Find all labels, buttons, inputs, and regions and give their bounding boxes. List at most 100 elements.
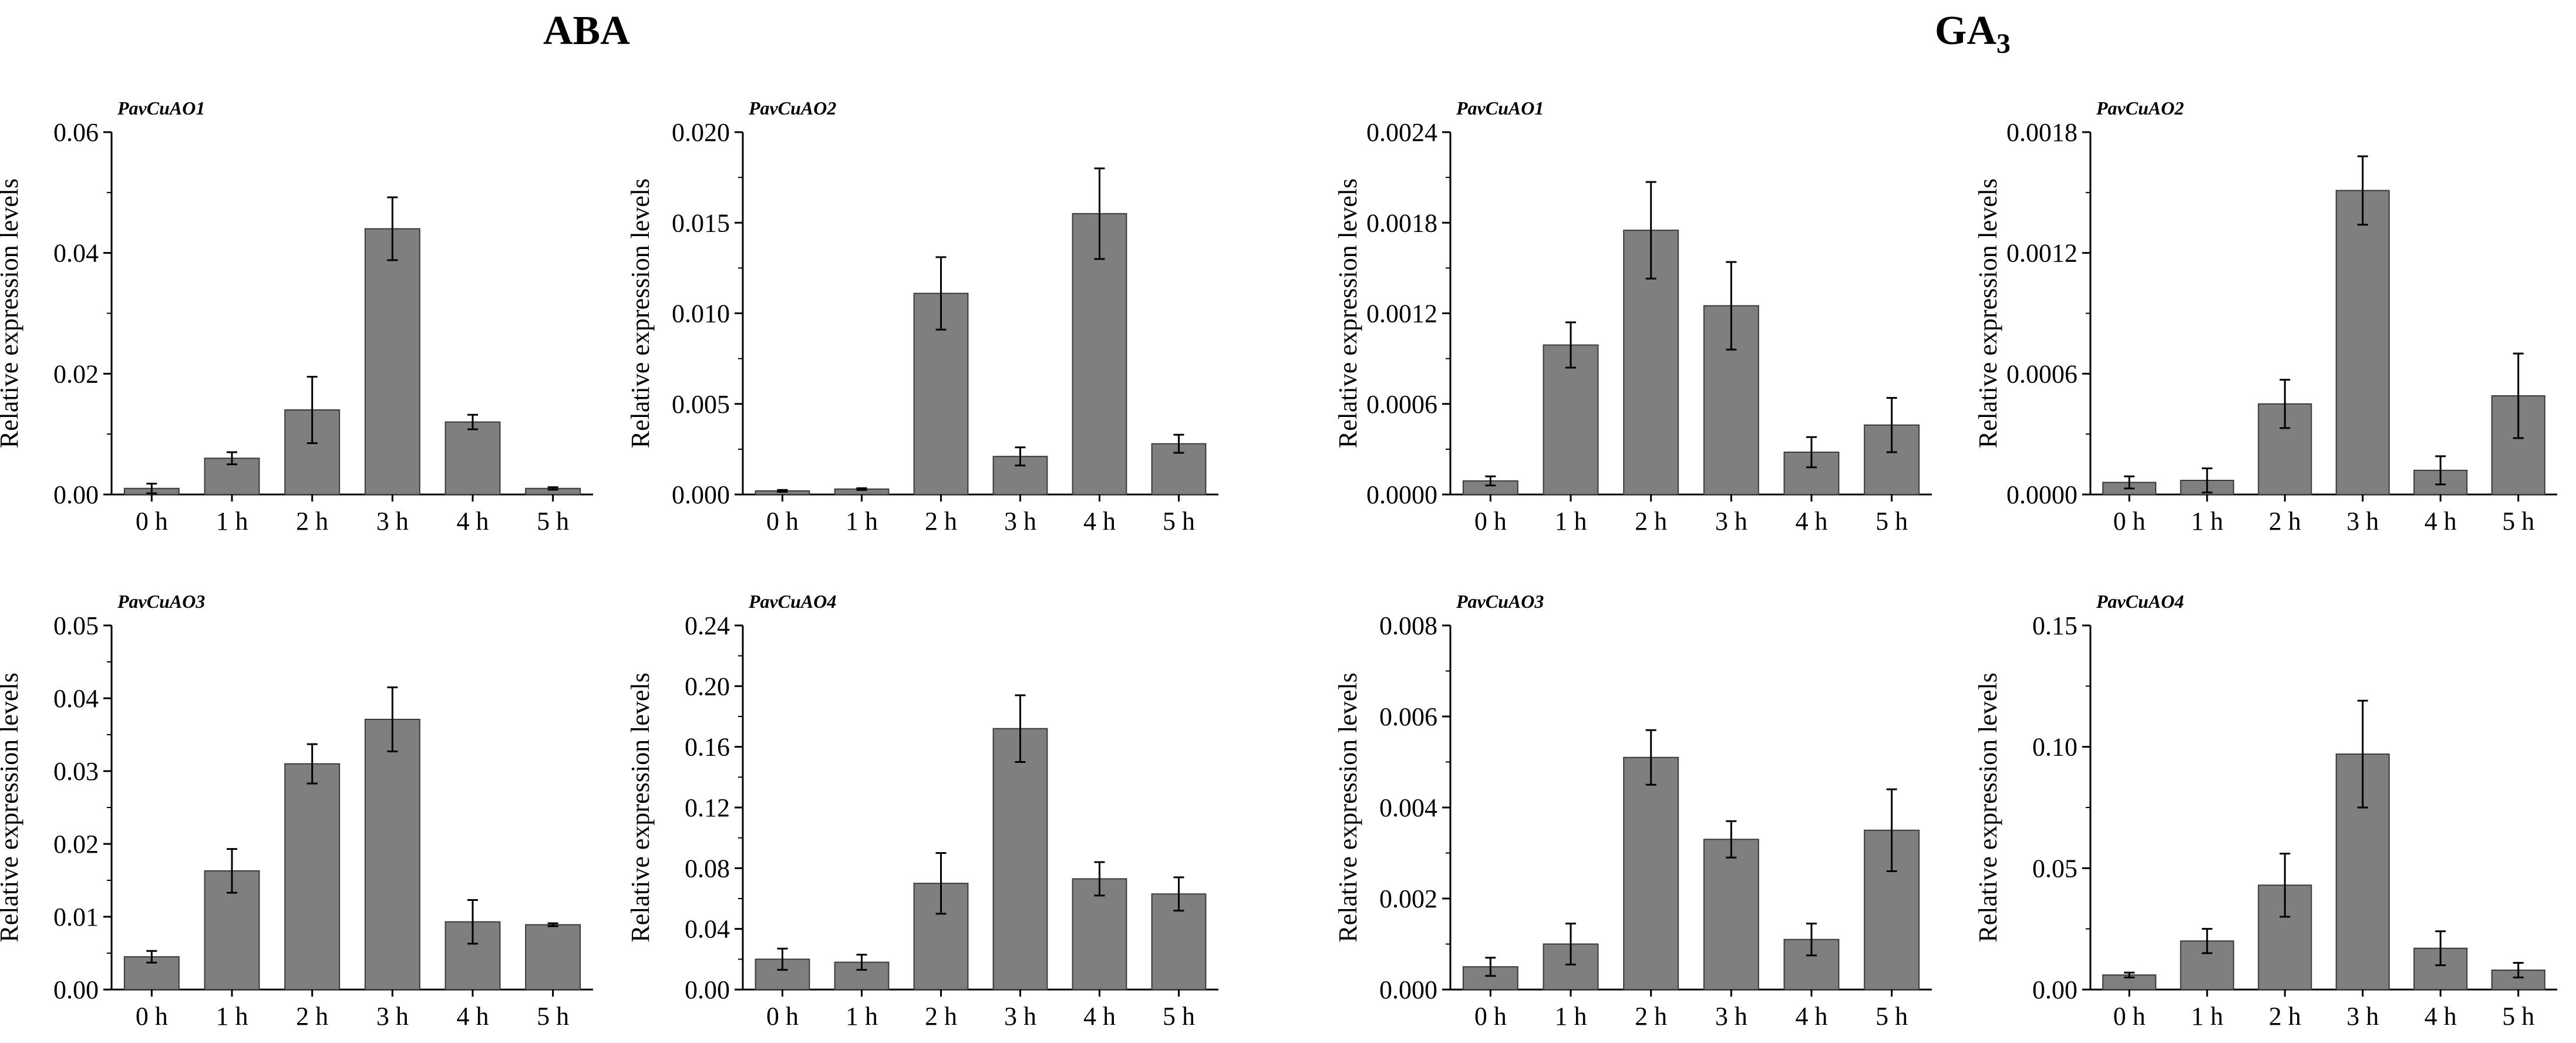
y-tick-label: 0.24 (685, 611, 730, 640)
chart-title: PavCuAO1 (117, 97, 205, 119)
group-title-ga3-subscript: 3 (1996, 28, 2011, 59)
x-tick-label: 2 h (1635, 507, 1667, 536)
chart-panel-2: PavCuAO2 Relative expression levels 0.000 0… (626, 97, 1218, 536)
x-tick-label: 4 h (1796, 507, 1828, 536)
x-tick-label: 3 h (1715, 1002, 1747, 1031)
x-tick-label: 2 h (925, 507, 957, 536)
y-tick-label: 0.020 (672, 118, 730, 147)
x-tick-label: 5 h (2502, 1002, 2534, 1031)
chart-title: PavCuAO4 (748, 591, 836, 612)
y-tick-label: 0.16 (685, 733, 730, 762)
x-tick-label: 3 h (376, 1002, 409, 1031)
x-tick-label: 3 h (1004, 507, 1036, 536)
x-tick-label: 0 h (2113, 1002, 2146, 1031)
bar (284, 763, 341, 990)
x-tick-label: 0 h (1474, 1002, 1507, 1031)
x-tick-label: 2 h (2269, 1002, 2301, 1031)
x-tick-label: 2 h (2269, 507, 2301, 536)
y-tick-label: 0.0006 (1366, 390, 1437, 419)
chart-panel-1: PavCuAO1 Relative expression levels 0.00 0.… (0, 97, 593, 536)
x-tick-label: 4 h (1083, 1002, 1116, 1031)
y-tick-label: 0.03 (53, 757, 99, 786)
y-tick-label: 0.0006 (2006, 359, 2077, 388)
y-tick-label: 0.05 (53, 611, 99, 640)
bar (2335, 190, 2390, 495)
bar (445, 421, 501, 495)
chart-title: PavCuAO3 (1456, 591, 1544, 612)
x-tick-label: 0 h (136, 507, 168, 536)
y-tick-label: 0.20 (685, 672, 730, 701)
chart-panel-8: PavCuAO4 Relative expression levels 0.00 0.… (1974, 591, 2557, 1031)
x-tick-label: 2 h (296, 1002, 328, 1031)
y-axis-label: Relative expression levels (0, 179, 23, 448)
y-tick-label: 0.05 (2032, 854, 2077, 883)
y-tick-label: 0.0024 (1366, 118, 1437, 147)
y-axis-label: Relative expression levels (626, 672, 655, 942)
group-title-aba: ABA (543, 8, 630, 53)
y-tick-label: 0.0012 (1366, 300, 1437, 328)
bar (1623, 756, 1679, 990)
y-tick-label: 0.002 (1379, 884, 1437, 913)
y-axis-label: Relative expression levels (626, 179, 655, 448)
y-tick-label: 0.010 (672, 300, 730, 328)
x-tick-label: 4 h (457, 507, 489, 536)
y-tick-label: 0.0012 (2006, 239, 2077, 268)
x-tick-label: 4 h (1796, 1002, 1828, 1031)
x-tick-label: 2 h (296, 507, 328, 536)
x-tick-label: 5 h (1163, 1002, 1195, 1031)
y-tick-label: 0.0018 (2006, 118, 2077, 147)
y-tick-label: 0.10 (2032, 733, 2077, 762)
x-tick-label: 5 h (1163, 507, 1195, 536)
chart-panel-7: PavCuAO3 Relative expression levels 0.000 0… (1334, 591, 1932, 1031)
y-tick-label: 0.008 (1379, 611, 1437, 640)
x-tick-label: 4 h (2425, 507, 2457, 536)
y-tick-label: 0.04 (685, 915, 730, 944)
x-tick-label: 1 h (846, 1002, 878, 1031)
y-tick-label: 0.0000 (2006, 480, 2077, 509)
x-tick-label: 0 h (1474, 507, 1507, 536)
y-tick-label: 0.00 (2032, 975, 2077, 1004)
y-axis-label: Relative expression levels (1334, 672, 1362, 942)
x-tick-label: 3 h (2346, 1002, 2379, 1031)
chart-title: PavCuAO4 (2096, 591, 2184, 612)
bar (992, 728, 1048, 990)
x-tick-label: 1 h (2191, 1002, 2223, 1031)
bar (525, 924, 581, 991)
x-tick-label: 0 h (2113, 507, 2146, 536)
x-tick-label: 0 h (766, 507, 799, 536)
x-tick-label: 3 h (1004, 1002, 1036, 1031)
x-tick-label: 1 h (1555, 1002, 1587, 1031)
y-tick-label: 0.04 (53, 684, 99, 713)
chart-title: PavCuAO3 (117, 591, 205, 612)
bar (1703, 839, 1759, 990)
y-tick-label: 0.15 (2032, 611, 2077, 640)
chart-title: PavCuAO2 (748, 97, 836, 119)
chart-panel-5: PavCuAO3 Relative expression levels 0.00 0.… (0, 591, 593, 1031)
y-tick-label: 0.02 (53, 359, 99, 388)
x-tick-label: 3 h (376, 507, 409, 536)
y-axis-label: Relative expression levels (0, 672, 23, 942)
y-tick-label: 0.00 (53, 480, 99, 509)
y-tick-label: 0.12 (685, 793, 730, 822)
y-axis-label: Relative expression levels (1974, 672, 2002, 942)
y-tick-label: 0.02 (53, 830, 99, 859)
chart-panel-3: PavCuAO1 Relative expression levels 0.0000… (1334, 97, 1932, 536)
y-axis-label: Relative expression levels (1334, 179, 1362, 448)
chart-title: PavCuAO2 (2096, 97, 2184, 119)
x-tick-label: 0 h (766, 1002, 799, 1031)
x-tick-label: 1 h (846, 507, 878, 536)
x-tick-label: 4 h (2425, 1002, 2457, 1031)
x-tick-label: 3 h (1715, 507, 1747, 536)
x-tick-label: 1 h (2191, 507, 2223, 536)
y-tick-label: 0.004 (1379, 793, 1437, 822)
x-tick-label: 5 h (537, 507, 569, 536)
chart-panel-6: PavCuAO4 Relative expression levels 0.00 0.… (626, 591, 1218, 1031)
x-tick-label: 3 h (2346, 507, 2379, 536)
x-tick-label: 5 h (1875, 507, 1908, 536)
group-title-ga3: GA3 (1935, 11, 2011, 58)
x-tick-label: 1 h (1555, 507, 1587, 536)
y-tick-label: 0.00 (53, 975, 99, 1004)
x-tick-label: 5 h (1875, 1002, 1908, 1031)
